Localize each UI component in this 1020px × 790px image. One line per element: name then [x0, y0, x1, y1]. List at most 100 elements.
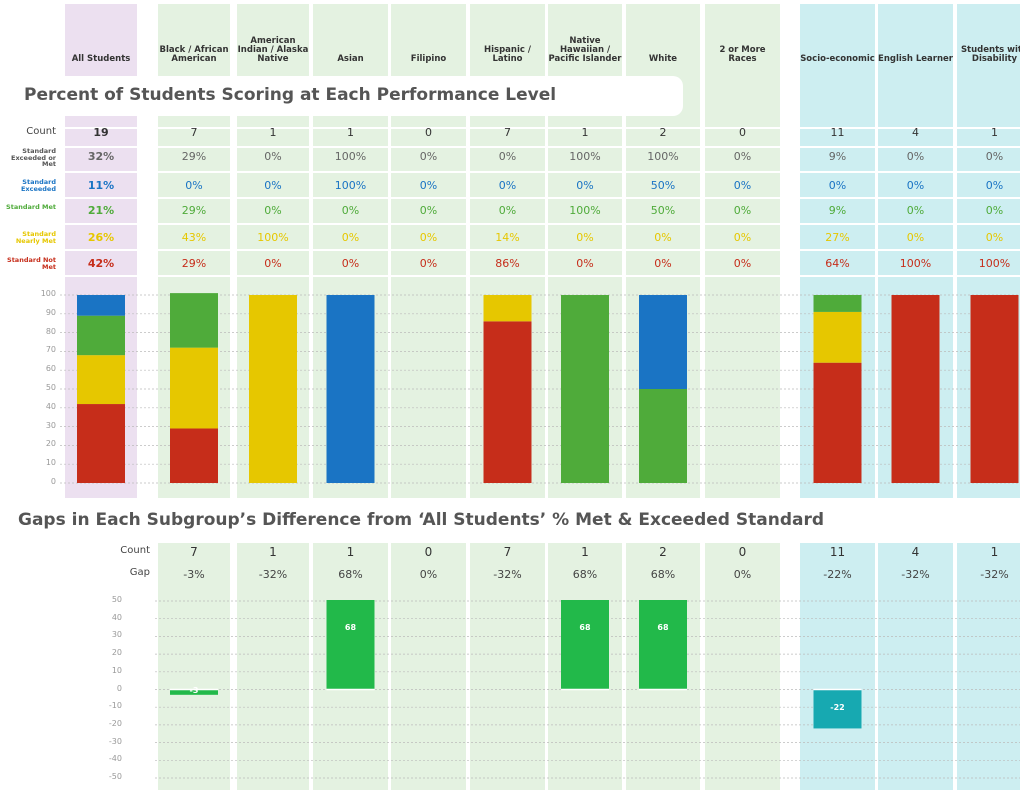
bar-segment [483, 295, 532, 322]
count: 0 [425, 126, 432, 139]
percent: 0% [906, 204, 925, 217]
row-label: Standard Exceeded or Met [11, 147, 56, 168]
percent: 0% [419, 231, 438, 244]
gap: -3% [183, 568, 205, 581]
bar-segment [639, 389, 687, 483]
percent: 21% [87, 204, 115, 217]
count: 1 [346, 545, 355, 559]
percent: 0% [828, 179, 847, 192]
count: 0 [424, 545, 433, 559]
chart-title: Percent of Students Scoring at Each Perf… [24, 85, 557, 105]
percent: 0% [419, 150, 438, 163]
column-header: English Learner [878, 54, 953, 65]
y-tick-label: 80 [45, 326, 56, 336]
y-tick-label: 100 [40, 289, 56, 298]
percent: 100% [334, 179, 367, 192]
percent: 27% [825, 231, 850, 244]
count: 11 [829, 545, 846, 559]
bar-segment [326, 295, 375, 483]
percent: 0% [264, 257, 282, 270]
column-header: Asian [337, 54, 364, 65]
percent: 100% [569, 204, 601, 217]
count: 7 [503, 545, 512, 559]
count: 1 [347, 126, 354, 139]
bar-segment [813, 311, 862, 363]
y-tick-label: 10 [45, 458, 56, 468]
percent: 64% [825, 257, 850, 270]
title-box [15, 76, 683, 116]
column-header: Socio-economic [800, 54, 875, 65]
y-tick-label: -40 [108, 754, 122, 764]
y-tick-label: 0 [116, 683, 122, 693]
column-header: Students with Disability [960, 45, 1020, 65]
percent: 26% [87, 231, 115, 244]
gap: 0% [419, 568, 438, 581]
percent: 0% [985, 204, 1004, 217]
percent: 100% [647, 150, 679, 163]
bar-label: 68 [344, 623, 357, 633]
gap: -32% [258, 568, 288, 581]
bar-segment [170, 428, 218, 483]
y-tick-label: -20 [108, 718, 122, 728]
percent: 100% [899, 257, 932, 270]
percent: 0% [498, 150, 517, 163]
percent: 0% [341, 204, 360, 217]
y-tick-label: 50 [111, 595, 122, 604]
bar-label: -3 [189, 686, 199, 696]
percent: 0% [733, 204, 752, 217]
y-tick-label: 40 [111, 612, 122, 622]
percent: 11% [87, 179, 115, 192]
percent: 50% [650, 204, 676, 217]
column-header: American Indian / Alaska Native [237, 36, 309, 65]
gap-bar [170, 689, 218, 695]
percent: 100% [978, 257, 1011, 270]
y-tick-label: -50 [108, 772, 122, 781]
y-tick-label: 70 [45, 345, 56, 355]
column-bg [470, 543, 545, 790]
y-tick-label: -10 [108, 701, 122, 711]
gap: 68% [572, 568, 598, 581]
percent: 0% [498, 179, 517, 192]
row-label: Standard Nearly Met [15, 230, 56, 245]
bar-segment [561, 295, 609, 483]
bar-segment [77, 315, 125, 356]
chart-title: Gaps in Each Subgroup’s Difference from … [18, 510, 825, 530]
count: 1 [269, 545, 277, 559]
bar-segment [77, 295, 125, 316]
gap: 68% [650, 568, 676, 581]
bar-segment [891, 295, 940, 483]
count: 0 [738, 545, 747, 559]
percent: 0% [654, 231, 672, 244]
gap-bar [561, 600, 609, 690]
column-header: White [648, 54, 678, 65]
column-header: Hispanic / Latino [484, 45, 531, 65]
count: 1 [990, 545, 999, 559]
gap: -32% [980, 568, 1009, 581]
bar-label: 68 [579, 623, 591, 633]
bar-label: -22 [830, 702, 845, 712]
row-label: Standard Exceeded [20, 178, 56, 193]
count: 7 [190, 126, 198, 139]
bar-segment [170, 347, 218, 429]
y-tick-label: 10 [111, 665, 122, 675]
percent: 0% [419, 257, 438, 270]
percent: 100% [257, 231, 289, 244]
percent: 0% [341, 257, 360, 270]
gap-bar [639, 600, 687, 690]
column-header: 2 or More Races [719, 45, 766, 65]
percent: 43% [181, 231, 207, 244]
percent: 14% [495, 231, 520, 244]
column-bg [957, 543, 1020, 790]
y-tick-label: 40 [45, 401, 56, 411]
column-header: Native Hawaiian / Pacific Islander [548, 36, 622, 65]
column-header: Black / African American [159, 45, 229, 65]
count: 19 [93, 126, 109, 139]
percent: 0% [341, 231, 360, 244]
gap-bar [326, 600, 375, 690]
count: 1 [991, 126, 998, 139]
gap-bar [813, 689, 862, 729]
gap-bars [170, 600, 862, 729]
bar-segment [813, 295, 862, 312]
bar-segment [249, 295, 297, 483]
y-tick-label: 50 [45, 383, 56, 392]
